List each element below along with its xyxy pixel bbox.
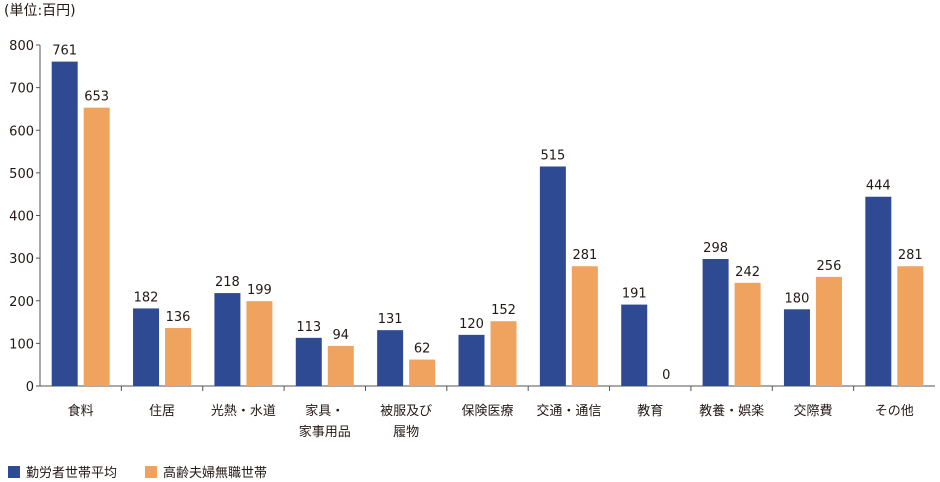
bar-2	[165, 328, 192, 386]
x-tick-label: 住居	[149, 404, 175, 419]
x-tick-label: 家具・	[305, 403, 344, 419]
bar-1	[295, 337, 322, 386]
x-tick-label: 履物	[393, 425, 419, 440]
data-label: 113	[296, 320, 321, 335]
data-label: 191	[622, 287, 647, 302]
data-label: 94	[332, 328, 349, 343]
data-label: 298	[703, 241, 728, 256]
data-label: 120	[459, 317, 484, 332]
x-tick-label: 被服及び	[380, 404, 432, 419]
y-tick-label: 500	[9, 167, 34, 182]
data-label: 136	[166, 310, 191, 325]
bar-2	[246, 301, 273, 386]
y-tick-label: 700	[9, 82, 34, 97]
bar-1	[458, 334, 485, 386]
x-tick-label: 保険医療	[461, 404, 513, 419]
data-label: 218	[215, 275, 240, 290]
legend: 勤労者世帯平均 高齢夫婦無職世帯	[8, 462, 295, 481]
bar-2	[897, 266, 924, 386]
bar-1	[133, 308, 160, 386]
bar-2	[734, 282, 761, 386]
bar-1	[865, 196, 892, 386]
data-label: 515	[540, 148, 565, 163]
data-label: 761	[52, 44, 77, 59]
legend-item-series-1: 勤労者世帯平均	[8, 462, 117, 481]
unit-label: (単位:百円)	[4, 3, 76, 19]
y-tick-label: 800	[9, 39, 34, 54]
x-tick-label: 家事用品	[299, 424, 351, 440]
data-label: 182	[134, 290, 159, 305]
y-tick-label: 400	[9, 210, 34, 225]
x-tick-label: 教育	[637, 403, 663, 419]
data-label: 281	[572, 248, 597, 263]
y-tick-label: 100	[9, 337, 34, 352]
y-tick-label: 300	[9, 252, 34, 267]
bar-1	[539, 166, 566, 386]
data-label: 0	[662, 368, 670, 383]
bar-2	[327, 345, 354, 386]
y-tick-label: 0	[26, 380, 34, 395]
bar-2	[83, 107, 110, 386]
data-label: 281	[898, 248, 923, 263]
bar-2	[490, 321, 517, 386]
y-tick-label: 200	[9, 295, 34, 310]
bar-1	[214, 293, 241, 386]
data-label: 152	[491, 303, 516, 318]
bar-2	[409, 359, 436, 386]
bar-1	[621, 304, 648, 386]
x-tick-label: 交通・通信	[536, 403, 601, 419]
legend-label-series-2: 高齢夫婦無職世帯	[163, 466, 268, 481]
x-tick-label: 教養・娯楽	[699, 403, 764, 419]
legend-item-series-2: 高齢夫婦無職世帯	[145, 462, 267, 481]
y-tick-label: 600	[9, 124, 34, 139]
legend-label-series-1: 勤労者世帯平均	[26, 466, 118, 481]
x-tick-label: 交際費	[793, 403, 832, 419]
bar-1	[51, 61, 78, 386]
data-label: 653	[84, 90, 109, 105]
data-label: 62	[414, 342, 431, 357]
x-tick-label: その他	[875, 404, 914, 419]
bar-2	[815, 276, 842, 386]
legend-swatch-series-2	[145, 465, 158, 478]
data-label: 242	[735, 265, 760, 280]
data-label: 199	[247, 283, 272, 298]
bar-1	[783, 309, 810, 386]
bar-1	[377, 330, 404, 386]
x-tick-label: 食料	[68, 403, 94, 419]
data-label: 131	[378, 312, 403, 327]
data-label: 444	[866, 179, 891, 194]
data-label: 256	[817, 259, 842, 274]
bar-2	[571, 266, 598, 386]
data-label: 180	[785, 291, 810, 306]
bar-1	[702, 258, 729, 386]
legend-swatch-series-1	[8, 465, 20, 478]
x-tick-label: 光熱・水道	[211, 404, 276, 419]
bar-chart: 0 100 200 300 400 500 600 700 800 食料 761 653 住居 182 13…	[9, 39, 935, 440]
